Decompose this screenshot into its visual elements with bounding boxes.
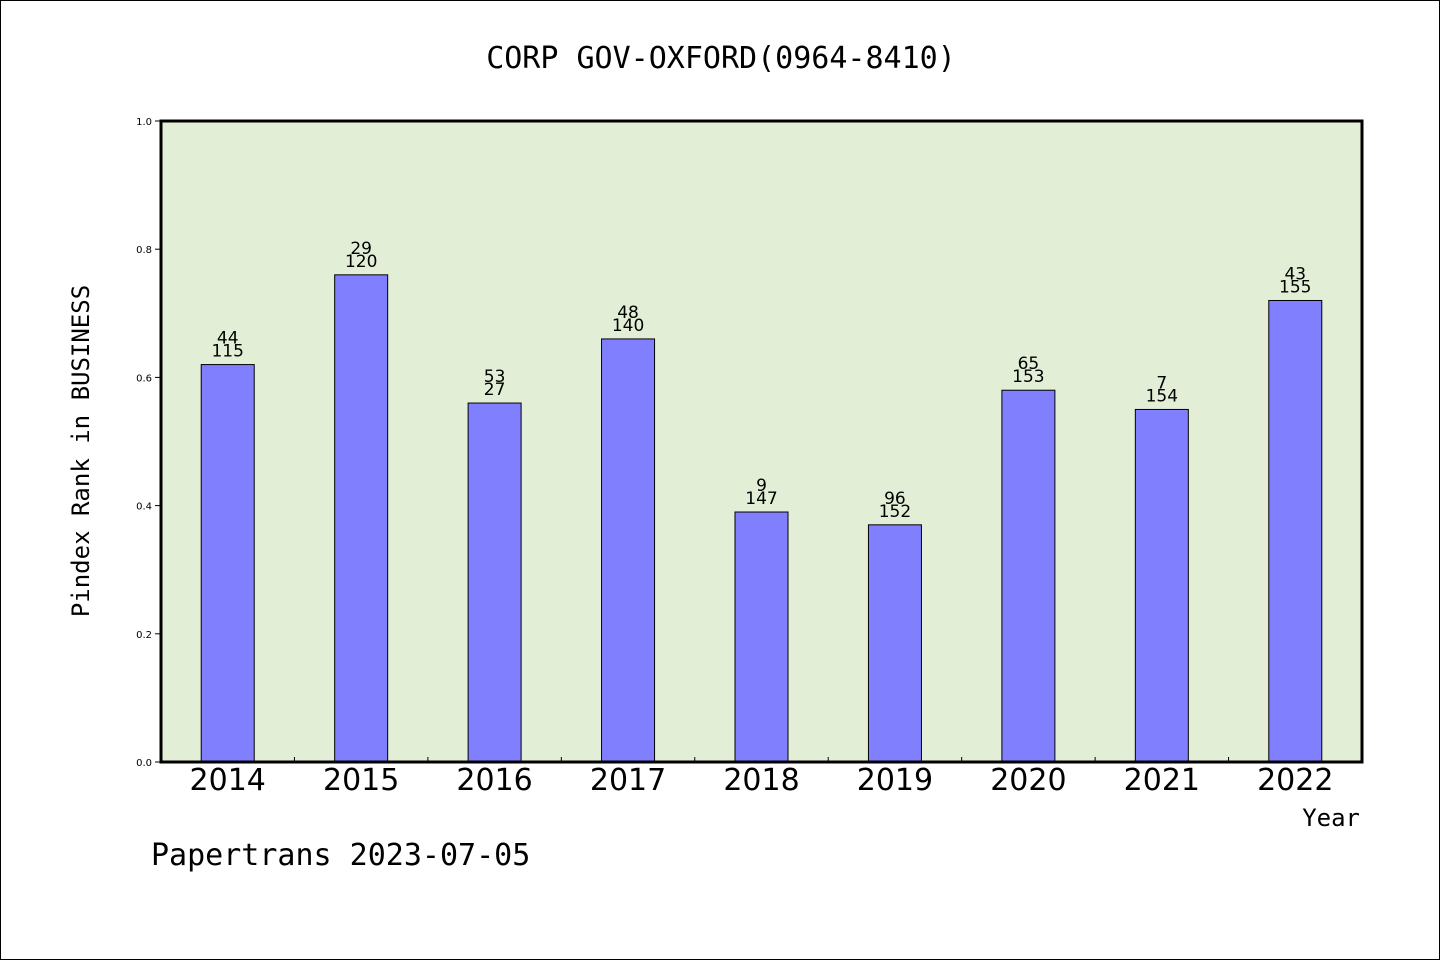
bar-2018 xyxy=(734,511,789,763)
bar-2016 xyxy=(467,402,522,763)
x-tick-label-2017: 2017 xyxy=(590,763,666,798)
bar-label-top-2022: 43 xyxy=(1284,264,1306,284)
bar-label-top-2017: 48 xyxy=(617,303,639,323)
y-tick-label: 1.0 xyxy=(136,117,152,128)
bar-label-top-2018: 9 xyxy=(756,476,767,496)
bar-label-top-2020: 65 xyxy=(1018,354,1040,374)
x-tick-label-2016: 2016 xyxy=(456,763,532,798)
bar-label-top-2021: 7 xyxy=(1156,373,1167,393)
bar-2022 xyxy=(1268,299,1323,763)
bar-label-top-2016: 53 xyxy=(484,367,506,387)
bar-label-bottom-2014: 115 xyxy=(211,342,243,362)
x-tick-label-2018: 2018 xyxy=(723,763,799,798)
bar-label-bottom-2022: 155 xyxy=(1279,277,1311,297)
bar-2014 xyxy=(200,364,255,763)
bar-2021 xyxy=(1134,408,1189,763)
y-tick-label: 0.0 xyxy=(136,758,152,769)
x-tick-label-2015: 2015 xyxy=(323,763,399,798)
bar-2019 xyxy=(867,524,922,763)
footer-text: Papertrans 2023-07-05 xyxy=(151,838,530,873)
chart-title: CORP GOV-OXFORD(0964-8410) xyxy=(486,41,956,76)
x-tick-label-2014: 2014 xyxy=(190,763,266,798)
bar-label-bottom-2016: 27 xyxy=(484,380,506,400)
bar-label-top-2014: 44 xyxy=(217,329,239,349)
bar-label-bottom-2017: 140 xyxy=(612,316,644,336)
y-axis-ticks: 0.0 0.2 0.4 0.6 0.8 1.0 xyxy=(136,117,161,769)
bar-2015 xyxy=(334,274,389,763)
x-tick-label-2021: 2021 xyxy=(1124,763,1200,798)
x-axis-ticks: 2014 2015 2016 2017 2018 2019 2020 2021 2022 xyxy=(190,757,1333,798)
y-axis-label: Pindex Rank in BUSINESS xyxy=(67,285,95,617)
x-tick-label-2019: 2019 xyxy=(857,763,933,798)
bars-group xyxy=(200,274,1323,763)
x-axis-label: Year xyxy=(1302,804,1360,832)
bar-label-bottom-2019: 152 xyxy=(879,502,911,522)
bar-label-bottom-2018: 147 xyxy=(745,489,777,509)
y-tick-label: 0.4 xyxy=(136,502,152,513)
y-tick-label: 0.2 xyxy=(136,630,152,641)
bar-label-bottom-2021: 154 xyxy=(1146,386,1178,406)
x-tick-label-2020: 2020 xyxy=(990,763,1066,798)
bar-2017 xyxy=(601,338,656,763)
bar-2020 xyxy=(1001,389,1056,763)
plot-frame xyxy=(159,119,1364,764)
x-tick-label-2022: 2022 xyxy=(1257,763,1333,798)
bar-label-top-2015: 29 xyxy=(350,239,372,259)
y-tick-label: 0.6 xyxy=(136,373,152,384)
bar-label-bottom-2020: 153 xyxy=(1012,367,1044,387)
bar-label-top-2019: 96 xyxy=(884,489,906,509)
bar-label-bottom-2015: 120 xyxy=(345,252,377,272)
y-tick-label: 0.8 xyxy=(136,245,152,256)
